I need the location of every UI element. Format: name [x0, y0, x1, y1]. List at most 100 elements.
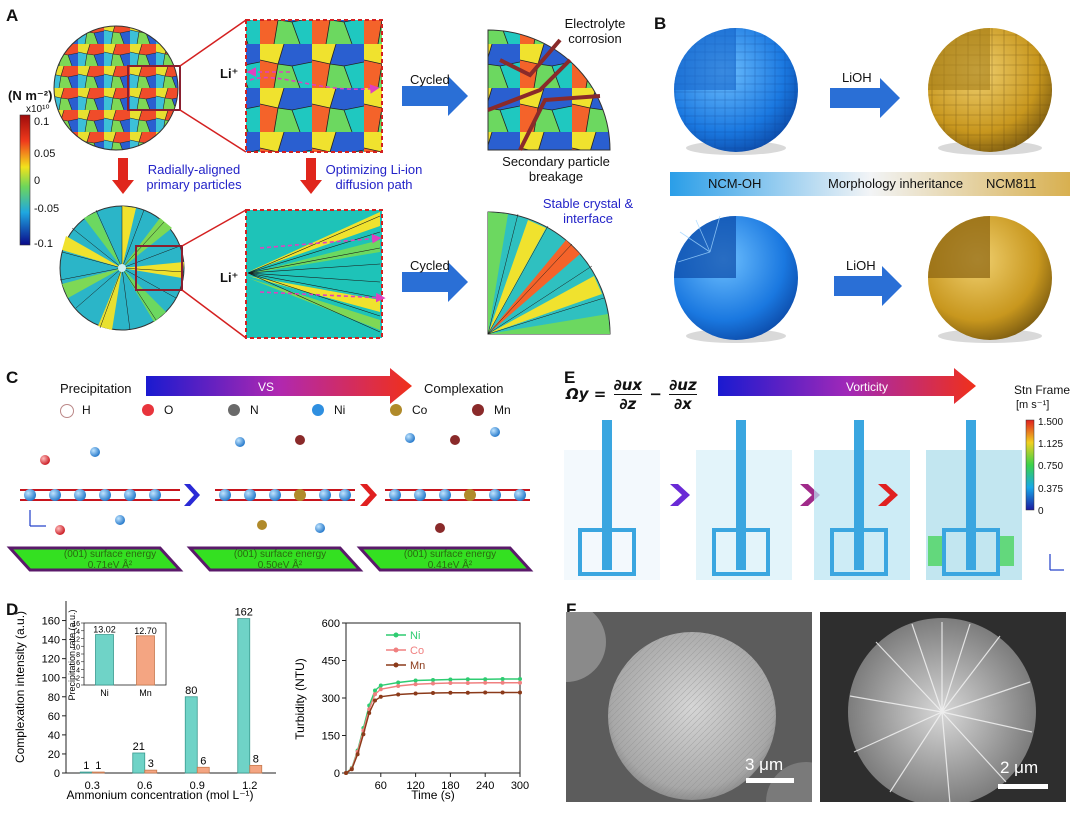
legend-co: Co — [410, 645, 424, 657]
data-point-mn — [378, 694, 383, 699]
atom-legend: H O N Ni Co Mn — [60, 402, 530, 420]
bar-y-tick-label: 120 — [42, 654, 60, 666]
bar-ni — [79, 771, 93, 774]
inset-bar-ni — [95, 634, 114, 686]
reactor-4 — [926, 420, 1022, 580]
hydrogen-atom-icon — [60, 404, 74, 418]
line-x-tick-label: 120 — [406, 780, 424, 792]
data-point-mn — [431, 691, 435, 695]
bar-mn — [91, 771, 105, 774]
data-point-co — [378, 687, 383, 692]
legend-label: N — [250, 403, 259, 417]
inset-y-tick-label: 4 — [76, 668, 80, 675]
bar-x-tick-label: 1.2 — [242, 780, 257, 792]
data-point-mn — [373, 698, 377, 703]
inset-y-axis-label: Precipitation rate (a.u.) — [67, 609, 77, 700]
line-y-tick-label: 450 — [322, 656, 340, 668]
data-point-ni — [413, 678, 418, 683]
bar-data-label: 162 — [235, 607, 253, 619]
inset-bar-mn — [136, 635, 155, 686]
line-x-tick-label: 60 — [375, 780, 387, 792]
surface-energy-3-title: (001) surface energy — [403, 549, 497, 560]
data-point-ni — [378, 683, 383, 688]
eq-t1-num: ∂ux — [613, 376, 643, 395]
frame-tick: 1.125 — [1038, 439, 1064, 450]
slab-3 — [385, 427, 530, 533]
precipitation-label: Precipitation — [60, 381, 132, 396]
bar-ni — [132, 752, 146, 774]
reactor-3 — [814, 420, 910, 580]
inset-y-tick-label: 2 — [76, 675, 80, 682]
cobalt-atom-icon — [390, 404, 402, 416]
blue-right-arrow-icon — [402, 262, 468, 302]
legend-label: Ni — [334, 403, 346, 417]
bar-data-label: 80 — [185, 685, 197, 697]
axis-glyph — [1049, 554, 1064, 571]
surface-energy-3-value: 0.41eV Å² — [427, 560, 473, 571]
li-ion-label-top: Li⁺ — [220, 66, 239, 81]
data-point-co — [483, 680, 488, 685]
inset-y-tick-label: 6 — [76, 660, 80, 667]
data-point-ni — [431, 678, 435, 682]
line-y-tick-label: 600 — [322, 618, 340, 630]
eq-lhs: Ωy = — [566, 385, 607, 403]
inset-bar-data-label: 12.70 — [134, 626, 157, 636]
surface-energy-2-title: (001) surface energy — [233, 549, 327, 560]
chevron-right-icon — [360, 484, 377, 506]
radially-aligned-label: Radially-aligned primary particles — [146, 162, 242, 192]
data-point-mn — [396, 692, 401, 697]
inset-x-tick-label: Mn — [139, 688, 152, 698]
inset-y-tick-label: 10 — [72, 644, 80, 651]
reactor-2 — [696, 420, 792, 580]
legend-label: Co — [412, 403, 428, 417]
data-point-ni — [448, 677, 453, 682]
colorbar-tick: 0 — [34, 175, 41, 187]
eq-t2-num: ∂uz — [669, 376, 697, 395]
colorbar-scale: x10¹⁰ — [26, 104, 50, 115]
data-point-mn — [413, 691, 418, 696]
scale-bar-label-right: 2 μm — [1000, 758, 1039, 777]
bar-y-axis-label: Complexation intensity (a.u.) — [13, 611, 27, 763]
slab-1 — [20, 447, 180, 535]
panel-label-b: B — [654, 14, 667, 33]
frame-tick: 0.375 — [1038, 484, 1064, 495]
scale-bar-label-left: 3 μm — [745, 755, 784, 774]
data-point-ni — [518, 677, 522, 681]
panel-label-f: F — [566, 600, 577, 619]
colorbar-tick: 0.1 — [34, 116, 50, 128]
line-y-tick-label: 300 — [322, 693, 340, 705]
lioh-label-bottom: LiOH — [846, 258, 876, 273]
bar-data-label: 8 — [253, 753, 259, 765]
vorticity-equation: Ωy = ∂ux ∂z − ∂uz ∂x — [566, 376, 726, 413]
line-y-tick-label: 0 — [334, 768, 340, 780]
bar-x-tick-label: 0.6 — [137, 780, 152, 792]
bar-y-tick-label: 80 — [48, 692, 60, 704]
inheritance-mid: Morphology inheritance — [828, 176, 964, 191]
cracked-quadrant — [487, 29, 611, 151]
panel-b-graphic — [670, 28, 1070, 343]
inset-y-tick-label: 14 — [72, 629, 80, 636]
nitrogen-atom-icon — [228, 404, 240, 416]
li-ion-label-bottom: Li⁺ — [220, 270, 239, 285]
stable-quadrant — [487, 211, 611, 335]
data-point-co — [465, 681, 470, 685]
sem-image-right — [820, 612, 1066, 802]
panel-label-d: D — [6, 600, 19, 619]
inheritance-right: NCM811 — [986, 176, 1037, 191]
bar-y-tick-label: 60 — [48, 711, 60, 723]
bar-mn — [196, 766, 210, 774]
legend-label: O — [164, 403, 174, 417]
panel-label-c: C — [6, 368, 19, 387]
bar-y-tick-label: 160 — [42, 616, 60, 628]
bar-x-axis-label: Ammonium concentration (mol L⁻¹) — [66, 788, 253, 802]
data-point-ni — [500, 677, 505, 681]
surface-energy-1-title: (001) surface energy — [63, 549, 157, 560]
sem-image-left — [566, 612, 812, 802]
data-point-mn — [500, 690, 505, 695]
inset-x-tick-label: Ni — [100, 688, 109, 698]
axis-glyph — [29, 510, 46, 527]
secondary-breakage-label: Secondary particle breakage — [502, 154, 610, 184]
data-point-co — [413, 682, 418, 687]
chevron-right-icon — [670, 484, 690, 506]
bar-x-tick-label: 0.9 — [190, 780, 205, 792]
